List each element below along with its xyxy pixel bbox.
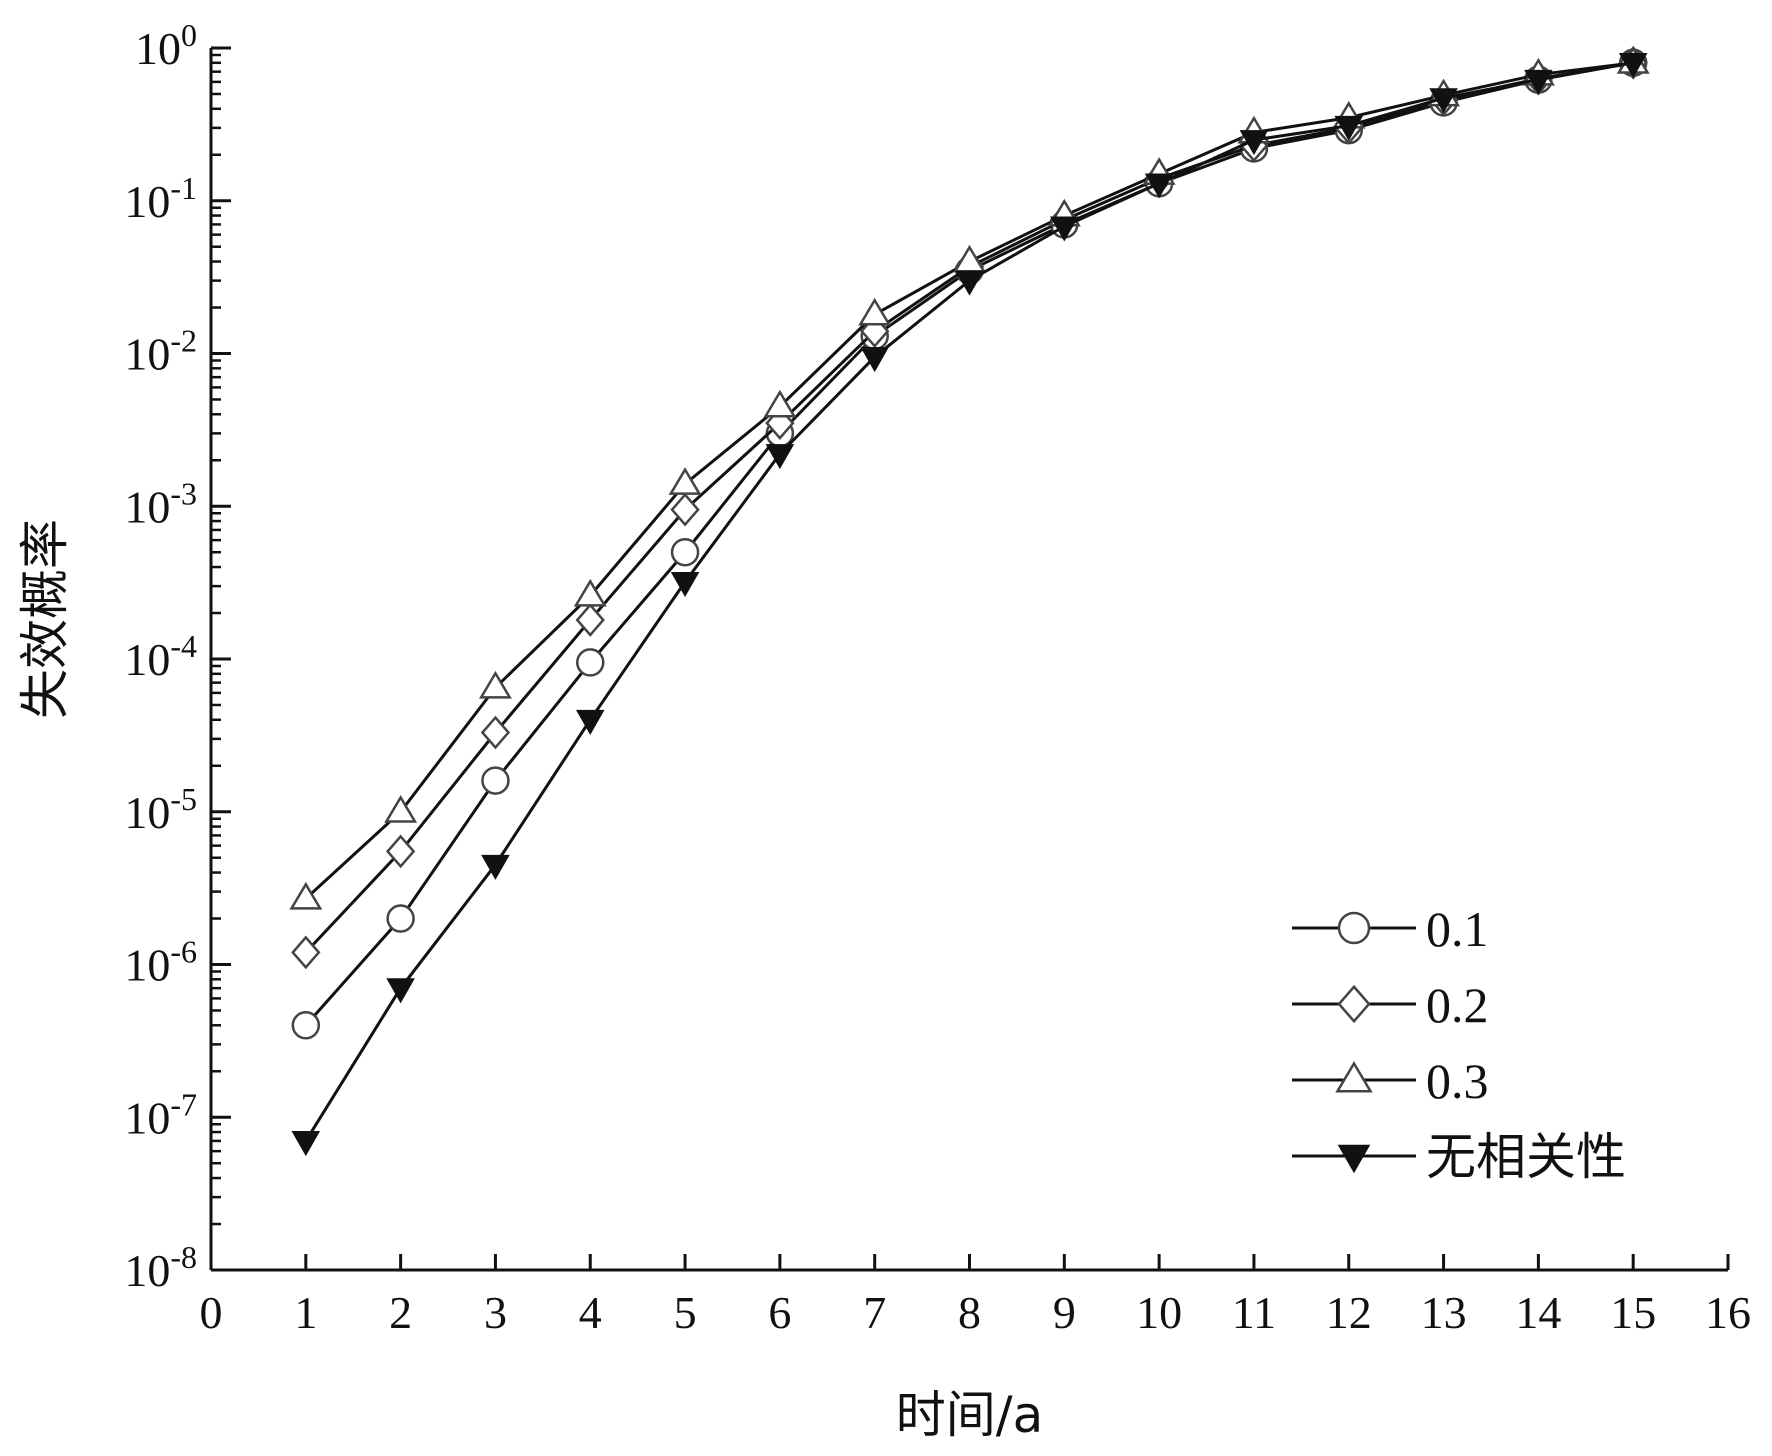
data-point — [575, 603, 605, 637]
x-tick-label: 5 — [674, 1287, 697, 1338]
data-point — [1429, 88, 1458, 114]
legend-label: 0.2 — [1426, 977, 1489, 1033]
data-point — [481, 854, 510, 880]
data-point — [480, 715, 511, 750]
x-axis-label: 时间/a — [896, 1386, 1044, 1444]
series-2 — [291, 45, 1648, 970]
x-tick-label: 16 — [1705, 1287, 1751, 1338]
series-4 — [291, 52, 1648, 1157]
legend-label: 无相关性 — [1426, 1128, 1626, 1186]
data-point — [576, 648, 605, 677]
legend-marker — [1337, 911, 1371, 945]
legend-item: 0.3 — [1292, 1053, 1489, 1109]
legend-marker — [1335, 1061, 1373, 1093]
data-point — [858, 297, 892, 326]
series-line — [304, 61, 1634, 954]
legend-marker — [1337, 984, 1371, 1024]
y-tick-label: 10-8 — [124, 1239, 197, 1296]
y-tick-label: 10-7 — [124, 1086, 197, 1143]
legend: 0.1 0.2 0.3 无相关性 — [1292, 901, 1626, 1186]
data-point — [763, 389, 797, 418]
x-tick-label: 10 — [1136, 1287, 1182, 1338]
y-tick-label: 10-4 — [124, 628, 197, 685]
data-point — [670, 571, 700, 598]
data-point — [1524, 69, 1553, 95]
data-point — [670, 537, 700, 567]
data-point — [1239, 130, 1269, 156]
x-tick-label: 13 — [1421, 1287, 1467, 1338]
y-tick-label: 10-2 — [124, 323, 197, 380]
data-point — [481, 766, 510, 795]
x-tick-label: 7 — [863, 1287, 886, 1338]
data-point — [953, 244, 986, 273]
x-tick-label: 1 — [294, 1287, 317, 1338]
data-point — [291, 1131, 321, 1157]
x-tick-label: 6 — [768, 1287, 791, 1338]
plot-area — [289, 45, 1650, 1157]
x-tick-label: 2 — [389, 1287, 412, 1338]
data-point — [670, 492, 700, 527]
y-tick-label: 10-3 — [124, 475, 197, 532]
y-tick-label: 100 — [135, 17, 197, 74]
data-point — [955, 270, 984, 296]
axes — [209, 48, 1728, 1272]
data-point — [765, 444, 795, 470]
x-axis-ticks: 0 1 2 3 4 5 6 7 8 9 10 11 12 13 14 15 16 — [200, 1254, 1751, 1338]
legend-item: 0.1 — [1292, 901, 1489, 957]
y-axis-ticks: 100 10-1 10-2 10-3 10-4 10-5 10-6 10-7 10-8 — [124, 17, 231, 1296]
legend-label: 0.3 — [1426, 1053, 1489, 1109]
x-tick-label: 0 — [200, 1287, 223, 1338]
x-tick-label: 3 — [484, 1287, 507, 1338]
data-point — [289, 881, 323, 910]
x-tick-label: 9 — [1053, 1287, 1076, 1338]
y-tick-label: 10-1 — [124, 170, 197, 227]
data-point — [1050, 216, 1079, 242]
x-tick-label: 15 — [1610, 1287, 1656, 1338]
series-line — [304, 61, 1634, 1027]
data-point — [1334, 115, 1364, 141]
data-point — [1618, 52, 1648, 78]
x-tick-label: 4 — [579, 1287, 602, 1338]
x-tick-label: 12 — [1326, 1287, 1372, 1338]
x-tick-label: 14 — [1515, 1287, 1561, 1338]
data-point — [668, 467, 702, 495]
legend-marker — [1337, 1144, 1371, 1174]
legend-item: 无相关性 — [1292, 1128, 1626, 1186]
data-point — [386, 978, 415, 1004]
data-point — [1144, 173, 1174, 199]
y-axis-label: 失效概率 — [16, 519, 74, 719]
data-point — [386, 904, 415, 933]
data-point — [291, 935, 321, 970]
data-point — [573, 578, 607, 607]
data-point — [860, 347, 889, 373]
legend-label: 0.1 — [1426, 901, 1489, 957]
data-point — [478, 670, 512, 699]
y-tick-label: 10-6 — [124, 934, 197, 991]
data-point — [291, 1011, 321, 1040]
x-tick-label: 8 — [958, 1287, 981, 1338]
series-1 — [291, 48, 1648, 1040]
data-point — [385, 834, 416, 869]
data-point — [575, 709, 605, 735]
y-tick-label: 10-5 — [124, 781, 197, 838]
x-tick-label: 11 — [1232, 1287, 1276, 1338]
data-point — [384, 795, 418, 823]
legend-item: 0.2 — [1292, 977, 1489, 1033]
